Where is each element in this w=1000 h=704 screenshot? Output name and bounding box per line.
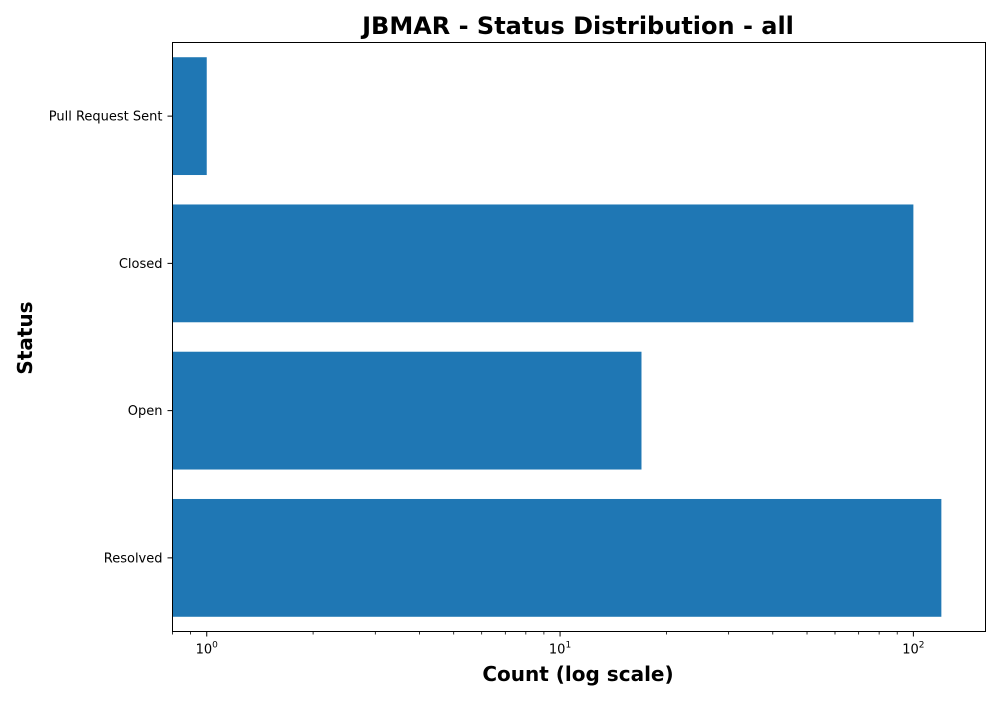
y-tick-label: Pull Request Sent [49,110,163,125]
x-tick-label: 101 [549,641,571,658]
bar-closed [172,204,914,323]
y-tick-label: Resolved [104,551,163,566]
x-axis-ticks: 100 101 102 [172,631,925,658]
y-tick-label: Open [128,404,163,419]
y-axis-ticks: Pull Request Sent Closed Open Resolved [49,110,173,566]
y-tick-label: Closed [119,257,163,272]
bars-layer [172,57,942,617]
bar-pull-request-sent [172,57,207,176]
chart-title: JBMAR - Status Distribution - all [360,12,794,40]
x-tick-label: 100 [196,641,219,658]
x-tick-label: 102 [902,641,924,658]
y-axis-label: Status [13,301,37,374]
bar-resolved [172,498,942,617]
plot-frame [172,42,986,632]
bar-open [172,351,642,470]
x-axis-label: Count (log scale) [482,662,673,686]
